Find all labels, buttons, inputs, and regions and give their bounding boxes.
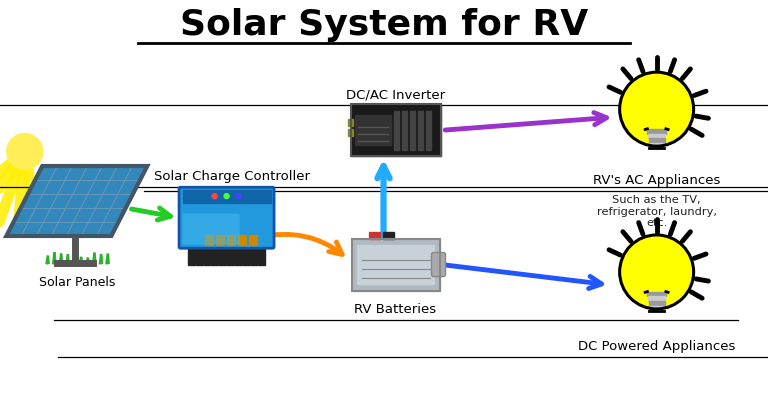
FancyBboxPatch shape [183,214,240,245]
Text: DC/AC Inverter: DC/AC Inverter [346,88,445,101]
Circle shape [212,194,217,199]
Bar [196,247,203,265]
Polygon shape [6,166,147,236]
Bar [227,247,234,265]
Bar [347,119,353,126]
Circle shape [236,194,241,199]
Bar [648,296,665,301]
Bar [356,245,434,284]
Polygon shape [644,129,669,139]
Text: Solar Panels: Solar Panels [38,276,115,289]
Bar [243,247,250,265]
Bar [235,247,242,265]
Bar [355,115,390,145]
Bar [227,235,234,245]
FancyBboxPatch shape [432,253,445,276]
Text: RV's AC Appliances: RV's AC Appliances [593,174,720,187]
Bar [216,235,223,245]
Bar [648,301,665,306]
Bar [402,111,407,150]
Circle shape [7,133,43,169]
Bar [369,232,379,239]
Bar [648,138,665,143]
Bar [350,104,441,156]
Bar [647,291,666,296]
Text: Solar Charge Controller: Solar Charge Controller [154,170,310,183]
Text: Solar System for RV: Solar System for RV [180,8,588,42]
Bar [204,235,213,245]
Bar [352,239,439,291]
Bar [211,247,218,265]
Bar [418,111,423,150]
Bar [394,111,399,150]
Bar [350,104,441,156]
Circle shape [620,235,694,309]
Bar [383,232,394,239]
Circle shape [224,194,229,199]
Polygon shape [644,292,669,302]
Bar [649,143,664,148]
Polygon shape [645,291,668,292]
Text: Such as the TV,
refrigerator, laundry,
etc.: Such as the TV, refrigerator, laundry, e… [597,195,717,228]
Bar [249,235,257,245]
Text: DC Powered Appliances: DC Powered Appliances [578,340,735,353]
Bar [410,111,415,150]
Bar [648,133,665,138]
Circle shape [620,72,694,146]
Bar [347,129,353,136]
Bar [237,235,246,245]
Bar [219,247,226,265]
Bar [250,247,257,265]
Bar [649,306,664,311]
Bar [258,247,265,265]
Bar [183,190,270,203]
Bar [188,247,195,265]
Bar [352,239,439,291]
Bar [426,111,431,150]
Bar [647,129,666,133]
Bar [204,247,210,265]
Text: RV Batteries: RV Batteries [355,302,436,315]
FancyBboxPatch shape [179,187,274,248]
